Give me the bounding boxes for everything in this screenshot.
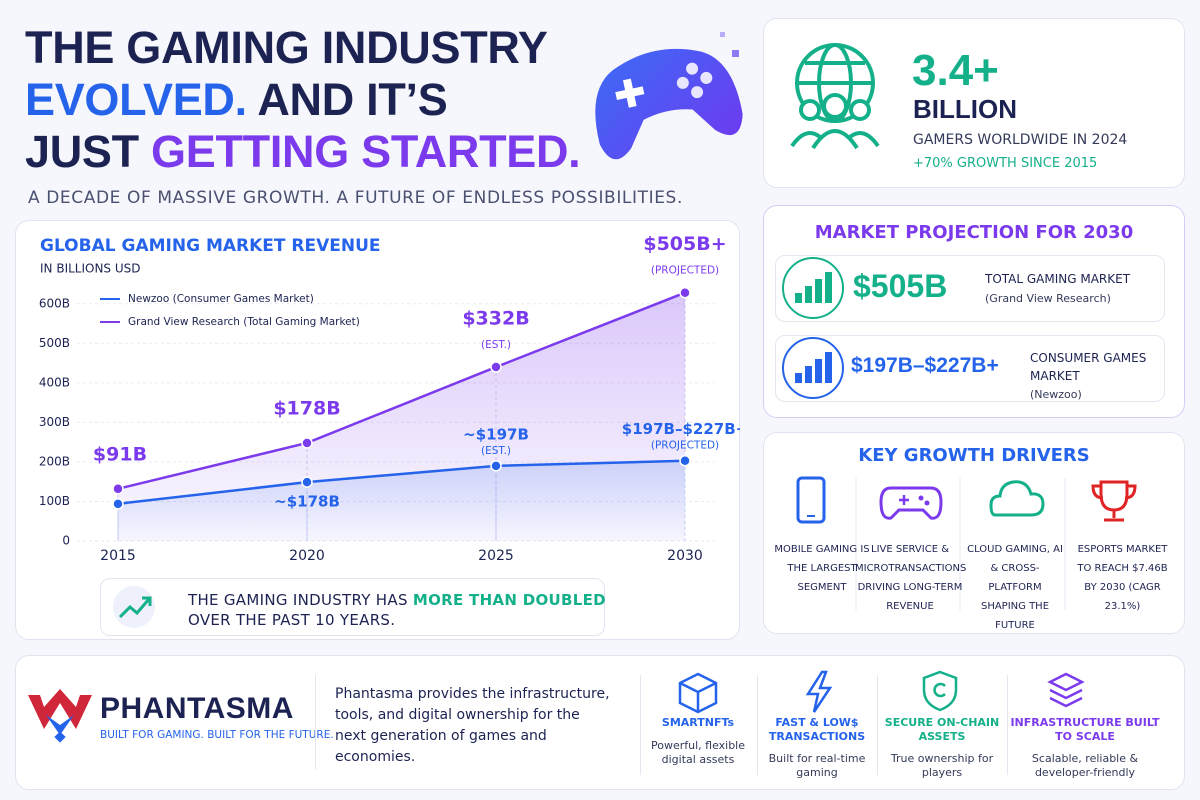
feature-text: Built for real-time gaming <box>768 752 866 779</box>
divider <box>1007 675 1008 775</box>
data-label: $505B+ <box>643 233 726 255</box>
gamers-value: 3.4+ <box>912 46 999 95</box>
y-tick-label: 300B <box>39 415 70 429</box>
x-tick-label: 2025 <box>478 548 514 564</box>
series-line <box>117 291 686 491</box>
projection-row <box>775 255 1165 322</box>
feature-text: True ownership for players <box>890 752 994 779</box>
brand-description: Phantasma provides the infrastructure, t… <box>335 686 610 765</box>
data-label-note: (PROJECTED) <box>651 440 719 452</box>
divider <box>877 675 878 775</box>
chart: GLOBAL GAMING MARKET REVENUE IN BILLIONS… <box>39 233 740 564</box>
divider <box>640 675 641 775</box>
projection-label: TOTAL GAMING MARKET <box>985 272 1131 286</box>
data-point <box>301 437 313 449</box>
divider <box>757 675 758 775</box>
driver-text: LIVE SERVICE & MICROTRANSACTIONS DRIVING… <box>855 544 967 612</box>
brand-name: PHANTASMA <box>100 692 294 725</box>
data-point <box>301 476 313 488</box>
globe-people-icon <box>790 43 880 150</box>
data-label: ~$197B <box>463 425 529 443</box>
legend-label: Newzoo (Consumer Games Market) <box>128 293 314 305</box>
y-tick-label: 100B <box>39 494 70 508</box>
y-tick-label: 400B <box>39 375 70 389</box>
callout-box <box>100 578 605 636</box>
y-tick-label: 0 <box>62 534 70 548</box>
projection-title: MARKET PROJECTION FOR 2030 <box>814 222 1134 243</box>
data-point <box>112 483 124 495</box>
driver-text: ESPORTS MARKET TO REACH $7.46B BY 2030 (… <box>1077 544 1168 612</box>
data-label: ~$178B <box>274 493 340 511</box>
gamers-unit: BILLION <box>913 94 1017 124</box>
feature-text: Powerful, flexible digital assets <box>650 739 746 766</box>
y-tick-label: 200B <box>39 454 70 468</box>
feature-title: INFRASTRUCTURE BUILT TO SCALE <box>1010 716 1160 743</box>
drivers-card <box>763 432 1185 634</box>
gamers-growth: +70% GROWTH SINCE 2015 <box>913 156 1098 171</box>
feature-icons <box>678 670 1085 714</box>
trend-icon <box>113 586 155 628</box>
callout: THE GAMING INDUSTRY HAS MORE THAN DOUBLE… <box>188 590 606 630</box>
data-point <box>679 286 691 299</box>
callout-highlight: MORE THAN DOUBLED <box>412 591 606 609</box>
headline-text: AND IT’S <box>257 74 448 125</box>
subtitle: A DECADE OF MASSIVE GROWTH. A FUTURE OF … <box>28 188 683 208</box>
data-label: $197B–$227B+ <box>622 420 740 438</box>
x-tick-label: 2020 <box>289 548 325 564</box>
headline-highlight: GETTING STARTED. <box>151 126 581 177</box>
data-point <box>490 460 502 472</box>
projection-row <box>775 335 1165 402</box>
feature-title: SMARTNFTs <box>661 716 735 729</box>
driver-text: CLOUD GAMING, AI & CROSS-PLATFORM SHAPIN… <box>967 544 1063 631</box>
headline-line: THE GAMING INDUSTRY <box>25 22 548 73</box>
data-point <box>679 454 691 467</box>
headline-line: EVOLVED. AND IT’S <box>25 74 448 126</box>
bars-icon <box>782 337 844 399</box>
data-label: $332B <box>462 308 529 330</box>
projection-source: (Newzoo) <box>1030 388 1082 401</box>
data-label-note: (EST.) <box>481 339 511 351</box>
projection-label: CONSUMER GAMES MARKET <box>1030 351 1147 383</box>
callout-text: OVER THE PAST 10 YEARS. <box>188 611 396 629</box>
projection-value: $197B–$227B+ <box>851 354 999 377</box>
data-label: $91B <box>93 443 147 465</box>
data-label-note: (EST.) <box>481 445 511 457</box>
feature-title: FAST & LOW$ TRANSACTIONS <box>768 716 866 743</box>
feature-text: Scalable, reliable & developer-friendly <box>1031 752 1139 779</box>
gamepad-icon <box>595 32 743 160</box>
y-tick-label: 500B <box>39 336 70 350</box>
data-label: $178B <box>273 397 340 419</box>
callout-text: THE GAMING INDUSTRY HAS <box>188 591 408 609</box>
x-tick-label: 2015 <box>100 548 136 564</box>
data-point <box>112 498 124 510</box>
driver-icons <box>796 476 1137 610</box>
brand-logo <box>28 689 92 743</box>
area-fill <box>118 460 685 541</box>
projection-value: $505B <box>853 268 948 304</box>
x-tick-label: 2030 <box>667 548 703 564</box>
chart-title: GLOBAL GAMING MARKET REVENUE <box>40 236 381 256</box>
divider <box>315 675 316 770</box>
headline-text: JUST <box>25 126 139 177</box>
y-tick-label: 600B <box>39 296 70 310</box>
legend-label: Grand View Research (Total Gaming Market… <box>128 316 360 328</box>
headline-highlight: EVOLVED. <box>25 74 247 125</box>
driver-text: MOBILE GAMING IS THE LARGEST SEGMENT <box>774 544 870 593</box>
headline-line: JUST GETTING STARTED. <box>25 126 581 178</box>
data-point <box>490 361 502 373</box>
projection-source: (Grand View Research) <box>985 292 1111 305</box>
chart-subtitle: IN BILLIONS USD <box>40 262 141 276</box>
feature-title: SECURE ON-CHAIN ASSETS <box>884 716 1000 743</box>
series-line <box>117 459 686 506</box>
gamers-label: GAMERS WORLDWIDE IN 2024 <box>913 132 1128 148</box>
bars-icon <box>782 257 844 319</box>
drivers-title: KEY GROWTH DRIVERS <box>858 445 1090 466</box>
projection-card <box>763 205 1185 418</box>
brand-tagline: BUILT FOR GAMING. BUILT FOR THE FUTURE. <box>100 729 334 741</box>
data-label-note: (PROJECTED) <box>651 265 719 277</box>
brand-strip <box>15 655 1185 790</box>
